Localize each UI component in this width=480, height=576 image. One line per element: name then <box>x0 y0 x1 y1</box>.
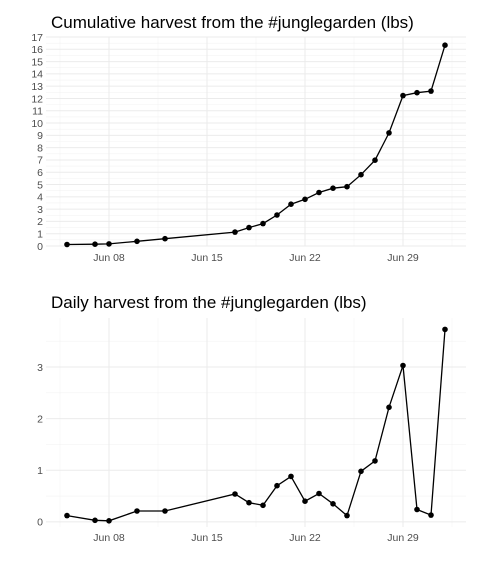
x-tick-label: Jun 22 <box>289 252 321 264</box>
data-point <box>106 518 112 524</box>
data-point <box>372 157 378 163</box>
x-tick-label: Jun 08 <box>93 252 125 264</box>
data-point <box>232 491 238 497</box>
data-point <box>358 468 364 475</box>
data-point <box>302 498 308 505</box>
data-point <box>106 241 112 247</box>
data-point <box>92 517 98 524</box>
data-point <box>428 88 434 94</box>
x-tick-label: Jun 29 <box>387 252 419 264</box>
y-tick-label: 5 <box>37 179 43 191</box>
data-point <box>232 229 238 235</box>
data-point <box>134 238 140 245</box>
data-point <box>316 189 322 196</box>
data-point <box>274 482 280 489</box>
y-tick-label: 0 <box>37 517 43 529</box>
y-tick-label: 10 <box>31 118 43 130</box>
data-point <box>134 508 140 514</box>
cumulative-harvest-chart: Cumulative harvest from the #junglegarde… <box>31 13 466 264</box>
data-point <box>400 362 406 369</box>
data-point <box>442 326 448 333</box>
y-tick-label: 9 <box>37 130 43 142</box>
x-tick-label: Jun 29 <box>387 532 419 544</box>
x-tick-label: Jun 15 <box>191 532 223 544</box>
y-tick-label: 1 <box>37 465 43 477</box>
data-point <box>246 499 252 506</box>
data-point <box>260 220 266 227</box>
y-tick-label: 16 <box>31 44 43 56</box>
y-tick-label: 7 <box>37 155 43 167</box>
y-tick-label: 11 <box>32 106 43 118</box>
data-point <box>330 185 336 191</box>
x-tick-label: Jun 08 <box>93 532 125 544</box>
y-tick-label: 12 <box>31 93 43 105</box>
x-tick-label: Jun 22 <box>289 532 321 544</box>
data-point <box>428 512 434 518</box>
y-tick-label: 1 <box>37 229 43 241</box>
data-point <box>414 506 420 513</box>
data-point <box>344 512 350 519</box>
data-point <box>358 171 364 178</box>
data-point <box>92 241 98 247</box>
data-point <box>386 130 392 136</box>
x-tick-label: Jun 15 <box>191 252 223 264</box>
chart-title: Daily harvest from the #junglegarden (lb… <box>51 293 367 312</box>
y-tick-label: 2 <box>37 413 43 425</box>
data-point <box>330 501 336 507</box>
y-tick-label: 6 <box>37 167 43 179</box>
data-point <box>400 92 406 99</box>
data-point <box>162 235 168 242</box>
data-point <box>288 473 294 480</box>
data-point <box>246 224 252 231</box>
data-point <box>274 212 280 218</box>
data-point <box>386 404 392 411</box>
daily-harvest-chart: Daily harvest from the #junglegarden (lb… <box>37 293 466 544</box>
data-point <box>260 502 266 509</box>
data-point <box>64 512 70 519</box>
data-point <box>316 490 322 497</box>
data-point <box>162 508 168 514</box>
y-tick-label: 2 <box>37 216 43 228</box>
y-tick-label: 17 <box>31 32 43 44</box>
data-point <box>64 241 70 248</box>
y-tick-label: 4 <box>37 192 43 204</box>
data-point <box>344 183 350 190</box>
data-point <box>288 201 294 207</box>
data-point <box>372 458 378 464</box>
data-point <box>302 196 308 203</box>
y-tick-label: 0 <box>37 241 43 253</box>
y-tick-label: 3 <box>37 204 43 216</box>
y-tick-label: 14 <box>31 69 43 81</box>
data-point <box>414 89 420 96</box>
y-tick-label: 3 <box>37 362 43 374</box>
data-point <box>442 42 448 48</box>
chart-title: Cumulative harvest from the #junglegarde… <box>51 13 414 32</box>
y-tick-label: 15 <box>31 56 43 68</box>
y-tick-label: 8 <box>37 142 43 154</box>
y-tick-label: 13 <box>31 81 43 93</box>
